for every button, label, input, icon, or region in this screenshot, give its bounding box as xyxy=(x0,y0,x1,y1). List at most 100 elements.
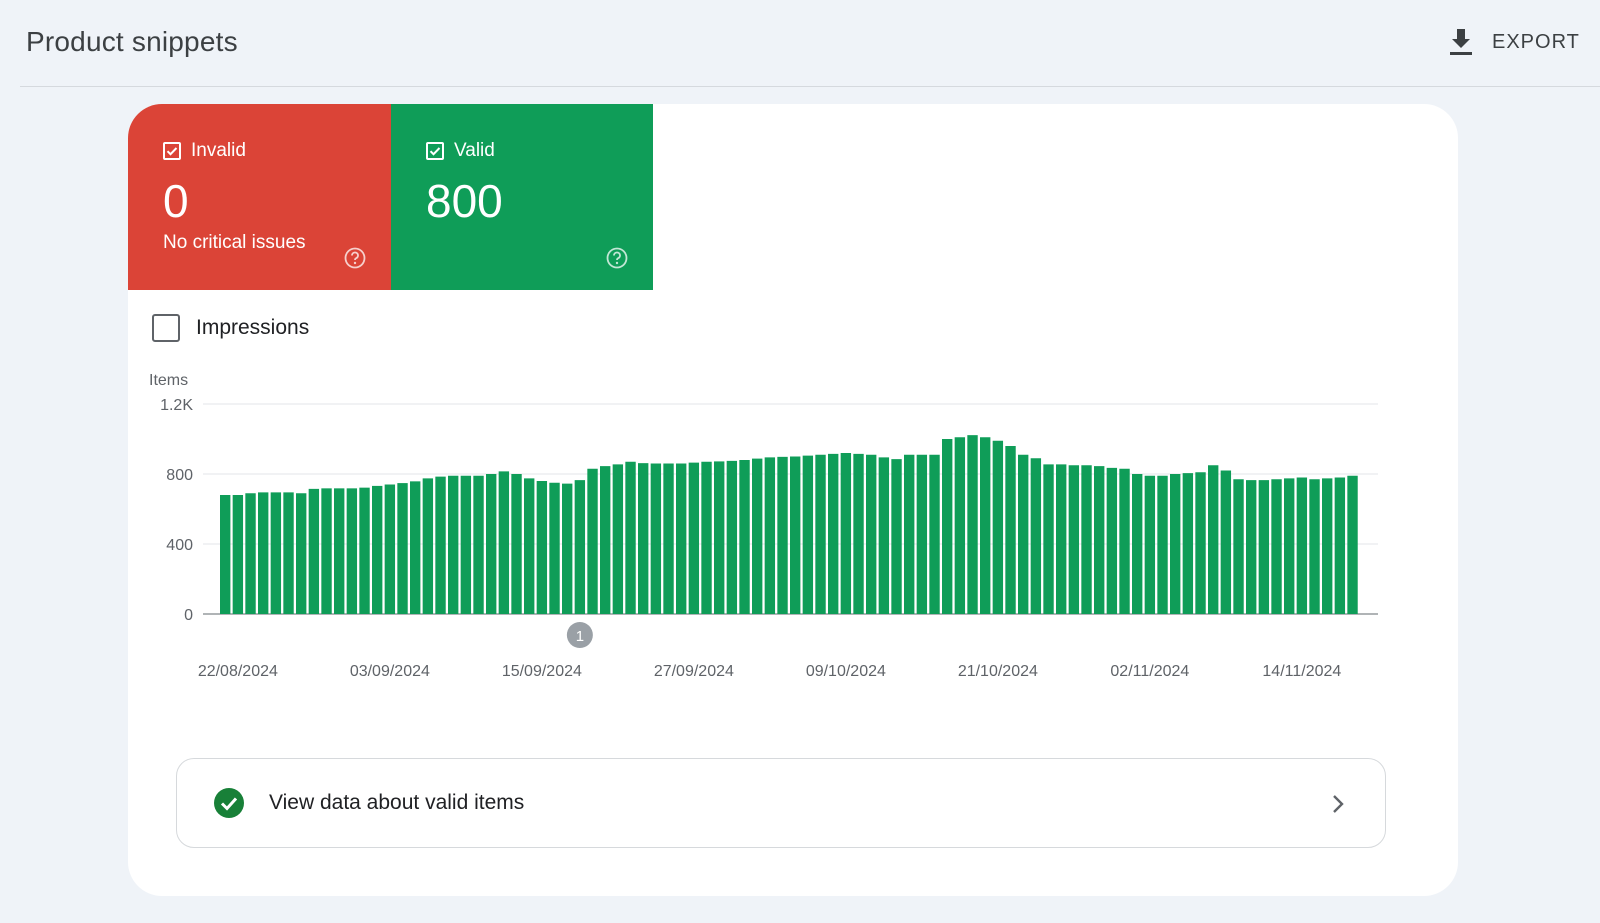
invalid-count: 0 xyxy=(163,175,189,227)
check-circle-icon xyxy=(214,788,244,818)
bar xyxy=(1233,479,1244,614)
bar xyxy=(1195,472,1206,614)
bar xyxy=(359,487,370,614)
bar xyxy=(866,454,877,614)
bar xyxy=(1094,466,1105,614)
bar xyxy=(397,483,408,614)
bar xyxy=(321,488,332,614)
x-tick-label: 15/09/2024 xyxy=(502,663,582,680)
bar xyxy=(1056,464,1067,614)
chevron-right-icon xyxy=(1333,795,1344,813)
bar xyxy=(739,460,750,614)
bar xyxy=(853,453,864,614)
y-axis-label: Items xyxy=(149,372,188,389)
export-label: EXPORT xyxy=(1492,30,1580,53)
valid-checkbox[interactable] xyxy=(426,142,444,160)
bar xyxy=(980,437,991,614)
bar xyxy=(1030,458,1042,614)
invalid-checkbox[interactable] xyxy=(163,142,181,160)
bar xyxy=(435,476,446,614)
bar xyxy=(625,461,636,614)
bar xyxy=(372,485,383,614)
bar xyxy=(612,464,624,614)
bar xyxy=(1043,464,1054,614)
bar xyxy=(663,463,674,614)
bar xyxy=(777,456,788,614)
bar xyxy=(650,463,662,614)
bar xyxy=(498,471,510,614)
bar xyxy=(992,440,1004,614)
export-button[interactable]: EXPORT xyxy=(1448,22,1598,62)
bar xyxy=(714,461,725,614)
bar xyxy=(1258,480,1270,614)
x-tick-label: 03/09/2024 xyxy=(350,663,430,680)
bar xyxy=(473,475,484,614)
bar xyxy=(587,468,598,614)
bar xyxy=(764,457,776,614)
bar xyxy=(802,455,814,614)
bar xyxy=(460,475,472,614)
bar xyxy=(410,481,421,614)
bar xyxy=(929,454,940,614)
page-header: Product snippets EXPORT xyxy=(20,0,1600,87)
bar xyxy=(511,474,522,614)
y-tick-label: 1.2K xyxy=(160,397,193,414)
bar xyxy=(448,475,459,614)
y-tick-label: 800 xyxy=(166,467,193,484)
bar xyxy=(549,482,560,614)
bar xyxy=(701,461,712,614)
report-card: Invalid 0 No critical issues Valid 800 I… xyxy=(128,104,1458,896)
bar xyxy=(1208,465,1219,614)
x-tick-label: 22/08/2024 xyxy=(198,663,278,680)
bar xyxy=(486,474,497,614)
help-icon[interactable] xyxy=(344,247,366,269)
bar xyxy=(1220,470,1232,614)
bar xyxy=(270,492,282,614)
bar xyxy=(1106,467,1118,614)
bar xyxy=(676,463,687,614)
view-valid-items-label: View data about valid items xyxy=(269,791,525,814)
x-tick-label: 02/11/2024 xyxy=(1110,663,1189,680)
bar xyxy=(536,481,548,614)
bar xyxy=(878,457,890,614)
items-chart: Items 0 400 800 1.2K 22/08/2024 03/09/2024 15/0… xyxy=(128,364,1458,824)
x-tick-label: 21/10/2024 xyxy=(958,663,1038,680)
annotation-label: 1 xyxy=(576,628,584,645)
bar xyxy=(954,437,966,614)
bar xyxy=(1271,479,1282,614)
bar xyxy=(1170,474,1181,614)
bar xyxy=(840,453,852,614)
bar xyxy=(1068,465,1080,614)
bar xyxy=(790,456,801,614)
view-valid-items-link[interactable]: View data about valid items xyxy=(176,758,1386,848)
bar xyxy=(1157,475,1168,614)
download-icon xyxy=(1450,29,1472,55)
bar xyxy=(1081,465,1092,614)
bar xyxy=(1144,475,1156,614)
bar xyxy=(828,453,839,614)
impressions-toggle[interactable]: Impressions xyxy=(152,314,309,342)
bar xyxy=(1132,474,1143,614)
page-title: Product snippets xyxy=(26,26,238,57)
items-bar-chart: Items 0 400 800 1.2K 22/08/2024 03/09/2024 15/0… xyxy=(149,372,1378,680)
bar xyxy=(346,488,358,614)
bar xyxy=(1018,454,1029,614)
valid-tile-header: Valid xyxy=(426,140,495,162)
valid-tile[interactable]: Valid 800 xyxy=(391,104,653,290)
bar xyxy=(422,478,434,614)
bar xyxy=(1347,475,1358,614)
bar xyxy=(1182,473,1194,614)
x-tick-label: 27/09/2024 xyxy=(654,663,734,680)
bar xyxy=(752,458,763,614)
bar xyxy=(296,493,307,614)
bar xyxy=(916,454,928,614)
bar xyxy=(815,454,826,614)
invalid-tile-header: Invalid xyxy=(163,140,246,162)
invalid-subtitle: No critical issues xyxy=(163,232,306,253)
bar xyxy=(1005,446,1016,614)
invalid-tile[interactable]: Invalid 0 No critical issues xyxy=(128,104,391,290)
bar xyxy=(967,435,978,614)
impressions-checkbox[interactable] xyxy=(152,314,180,342)
help-icon[interactable] xyxy=(606,247,628,269)
bar xyxy=(638,463,649,614)
